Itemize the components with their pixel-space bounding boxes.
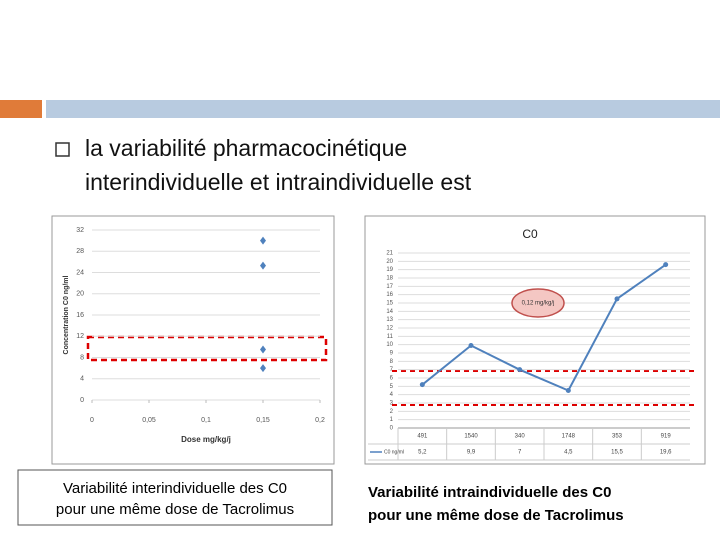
header-bar [46,100,720,118]
y-tick-label: 16 [386,292,393,298]
point [419,382,425,388]
header-accent [0,100,42,118]
point [468,343,474,348]
x-tick-label: 0,2 [315,417,325,424]
y-tick-label: 9 [390,351,394,357]
table-value: 5,2 [418,450,427,456]
y-tick-label: 15 [386,301,393,307]
highlight-box [86,335,328,362]
y-tick-label: 3 [390,401,394,407]
table-value: 7 [518,450,522,456]
point [260,261,266,270]
y-tick-label: 20 [386,259,393,265]
y-tick-label: 8 [80,354,84,361]
point [260,236,266,245]
x-tick-label: 919 [661,434,672,440]
y-axis-label: Concentration C0 ng/ml [63,275,70,354]
x-tick-label: 491 [417,434,428,440]
bullet-line: la variabilité pharmacocinétique [85,135,407,161]
bullet-icon [55,142,70,157]
table-value: 4,5 [564,450,573,456]
point [614,296,620,302]
y-tick-label: 12 [76,333,84,340]
y-tick-label: 24 [76,269,84,276]
y-tick-label: 4 [390,392,394,398]
y-tick-label: 13 [386,317,393,323]
left-chart-frame [51,215,335,465]
y-tick-label: 8 [390,359,394,365]
y-tick-label: 10 [386,342,393,348]
y-tick-label: 12 [386,326,393,332]
series-line [421,263,667,392]
caption-right: Variabilité intraindividuelle des C0 [368,484,611,501]
point [517,367,523,373]
table-value: 9,9 [467,450,476,456]
x-tick-label: 340 [515,434,526,440]
y-tick-label: 14 [386,309,393,315]
x-tick-label: 0,05 [142,417,156,424]
bullet-line: interindividuelle et intraindividuelle e… [85,169,472,195]
annotation-bubble [511,288,565,318]
caption-left: pour une même dose de Tacrolimus [56,501,294,518]
caption-right: pour une même dose de Tacrolimus [368,507,624,524]
y-tick-label: 0 [390,426,394,432]
y-tick-label: 4 [80,376,84,383]
caption-left: Variabilité interindividuelle des C0 [63,480,287,497]
legend-label: C0 ng/ml [384,449,404,455]
y-tick-label: 1 [390,417,394,423]
y-tick-label: 16 [76,312,84,319]
y-tick-label: 0 [80,397,84,404]
y-tick-label: 19 [386,267,393,273]
x-tick-label: 1748 [562,434,576,440]
y-tick-label: 17 [386,284,393,290]
y-tick-label: 20 [76,291,84,298]
y-tick-label: 7 [390,367,394,373]
y-tick-label: 2 [390,409,394,415]
y-tick-label: 18 [386,276,393,282]
x-tick-label: 0,1 [201,417,211,424]
point [260,345,266,354]
y-tick-label: 32 [76,227,84,234]
right-chart-frame [364,215,706,465]
y-tick-label: 6 [390,376,394,382]
caption-box [17,469,333,526]
y-tick-label: 21 [386,251,393,257]
point [663,262,669,268]
point [260,364,266,373]
annotation: 0,12 mg/kg/j [522,301,555,307]
y-tick-label: 5 [390,384,394,390]
chart-title: C0 [522,227,538,241]
x-axis-label: Dose mg/kg/j [181,435,231,444]
x-tick-label: 0,15 [256,417,270,424]
bullet-text: la variabilité pharmacocinétique interind… [85,135,472,195]
point [565,388,571,393]
y-tick-label: 28 [76,248,84,255]
table-value: 19,6 [660,450,672,456]
table-value: 15,5 [611,450,623,456]
y-tick-label: 11 [387,334,394,340]
x-tick-label: 1540 [464,434,478,440]
x-tick-label: 353 [612,434,623,440]
x-tick-label: 0 [90,417,94,424]
